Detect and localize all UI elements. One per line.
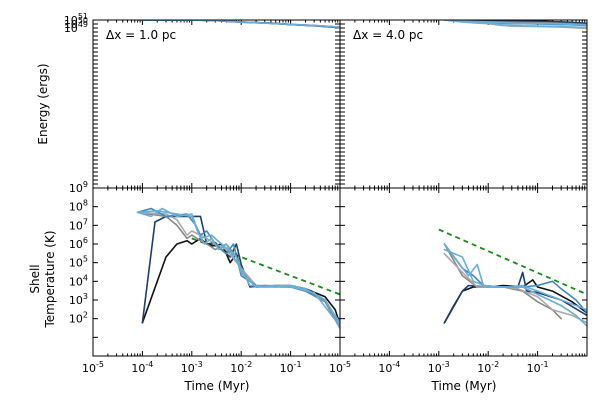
series-line-run-7: [443, 248, 587, 311]
y-tick-label: 106: [69, 236, 88, 251]
temp-ylabel-line1: Shell: [28, 264, 42, 293]
axes-frame: [92, 19, 341, 189]
y-tick-label: 102: [69, 311, 88, 326]
y-tick-label: 108: [69, 199, 88, 214]
temp-ylabel-line2: Temperature (K): [43, 230, 57, 328]
y-tick-label: 109: [69, 180, 88, 195]
series-line-run-3: [136, 211, 340, 330]
y-tick-label: 103: [69, 292, 88, 307]
xlabel-left: Time (Myr): [184, 379, 250, 393]
series-line-run-1: [141, 237, 340, 326]
x-tick-label: 10-2: [230, 360, 252, 375]
y-tick-label: 107: [69, 217, 88, 232]
panel-temp-4pc: 10-5 10-4 10-3 10-2 10-1: [329, 187, 588, 375]
series-line-run-3: [443, 243, 562, 320]
x-tick-label: 10-3: [181, 360, 203, 375]
x-tick-label: 10-1: [280, 360, 302, 375]
reference-power-law-line: [438, 228, 587, 296]
x-tick-label: 10-5: [329, 360, 351, 375]
x-tick-label: 10-1: [527, 360, 549, 375]
y-tick-label: 1051: [64, 12, 88, 27]
panel-temp-1pc: 102 103 104 105 106 107 108 10-5 10-4 10-3 10-2 10-…: [69, 187, 341, 375]
axes-frame: [339, 187, 588, 357]
y-tick-label: 105: [69, 255, 88, 270]
x-tick-label: 10-2: [477, 360, 499, 375]
y-tick-label: 104: [69, 273, 88, 288]
y-tick-label: 1049: [64, 20, 88, 35]
x-tick-label: 10-3: [428, 360, 450, 375]
axes-frame: [339, 19, 588, 189]
x-tick-label: 10-4: [378, 360, 400, 375]
xlabel-right: Time (Myr): [431, 379, 497, 393]
energy-ylabel: Energy (ergs): [36, 63, 50, 144]
x-tick-label: 10-4: [131, 360, 153, 375]
series-line-run-5: [136, 20, 340, 28]
panel-title-4pc: Δx = 4.0 pc: [353, 28, 423, 42]
panel-title-1pc: Δx = 1.0 pc: [106, 28, 176, 42]
series-line-run-7: [136, 207, 340, 327]
y-tick-label: 1050: [64, 16, 88, 31]
panel-energy-4pc: [339, 19, 588, 189]
series-line-run-4: [443, 253, 587, 324]
series-line-run-7: [443, 20, 587, 29]
x-tick-label: 10-5: [82, 360, 104, 375]
series-line-run-4: [136, 211, 340, 324]
axes-frame: [92, 187, 341, 357]
